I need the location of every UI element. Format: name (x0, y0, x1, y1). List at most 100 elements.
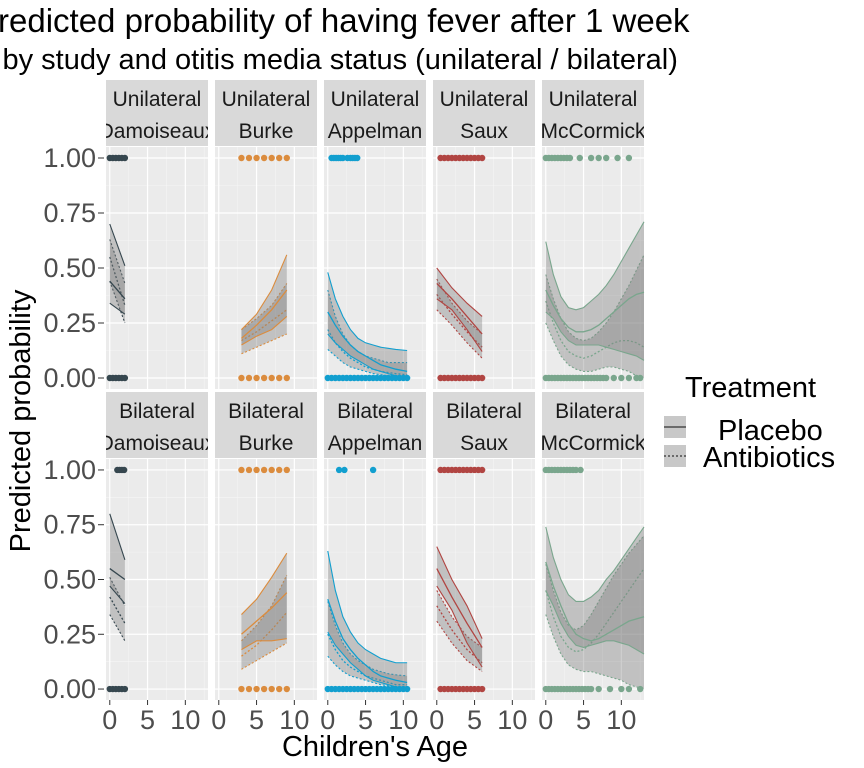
panel-bilateral-damoiseaux: Bilateral Damoiseaux (99, 392, 216, 700)
outcome-point-0 (606, 685, 614, 693)
outcome-point-1 (614, 154, 621, 162)
outcome-point-0 (238, 685, 245, 693)
strip-label-study: McCormick (541, 120, 646, 143)
x-tick-label: 10 (606, 705, 636, 735)
placebo-upper-bound (436, 546, 483, 639)
outcome-point-1 (339, 154, 347, 162)
strip-background (433, 80, 535, 146)
strip-label-status: Unilateral (113, 88, 202, 111)
outcome-point-0 (245, 374, 253, 382)
strip-background (215, 80, 317, 146)
legend-label-antibiotics: Antibiotics (703, 442, 835, 474)
strip-label-study: Damoiseaux (99, 432, 216, 455)
x-tick-label: 0 (211, 705, 226, 735)
placebo-upper-bound (241, 254, 288, 330)
antibiotics-upper-bound (241, 283, 288, 331)
outcome-point-1 (283, 154, 290, 162)
outcome-point-1 (478, 466, 486, 474)
outcome-point-1 (335, 466, 343, 474)
placebo-lower-bound (545, 590, 645, 655)
outcome-point-1 (283, 466, 290, 474)
outcome-point-0 (603, 374, 610, 382)
panel-unilateral-appelman: Unilateral Appelman (324, 80, 426, 389)
y-tick-label: 0.00 (43, 363, 96, 393)
y-tick-label: 0.25 (43, 619, 96, 649)
strip-background (106, 80, 208, 146)
outcome-point-1 (253, 466, 260, 474)
strip-label-status: Bilateral (119, 400, 195, 423)
placebo-upper-bound (327, 550, 408, 664)
y-axis-title: Predicted probability (5, 289, 37, 552)
placebo-upper-bound (545, 221, 645, 311)
placebo-fit-line (545, 561, 645, 642)
outcome-point-0 (253, 685, 260, 693)
placebo-fit-line (109, 280, 126, 300)
antibiotics-ribbon (241, 283, 287, 354)
legend-title: Treatment (685, 372, 816, 404)
y-tick-label: 0.50 (43, 253, 96, 283)
legend-key-antibiotics (664, 445, 686, 467)
outcome-point-0 (478, 685, 486, 693)
outcome-point-0 (268, 374, 275, 382)
outcome-point-0 (625, 374, 633, 382)
outcome-point-1 (120, 466, 128, 474)
antibiotics-lower-bound (241, 333, 287, 355)
outcome-point-0 (618, 685, 625, 693)
placebo-lower-bound (436, 585, 483, 668)
antibiotics-lower-bound (545, 614, 645, 690)
strip-label-study: Saux (460, 120, 508, 143)
facet-panels: Unilateral Damoiseaux Unilateral Burke Unila… (99, 80, 646, 700)
outcome-point-0 (403, 685, 411, 693)
placebo-upper-bound (109, 223, 126, 266)
outcome-point-1 (121, 154, 129, 162)
outcome-point-1 (625, 154, 633, 162)
y-tick-label: 1.00 (43, 143, 96, 173)
strip-label-status: Unilateral (440, 88, 529, 111)
antibiotics-ribbon (545, 535, 644, 690)
placebo-lower-bound (109, 585, 126, 604)
placebo-upper-bound (436, 267, 483, 317)
panel-bilateral-burke: Bilateral Burke (215, 392, 317, 700)
strip-background (433, 392, 535, 458)
strip-background (215, 392, 317, 458)
placebo-lower-bound (545, 311, 645, 361)
antibiotics-lower-bound (241, 642, 288, 670)
panel-bilateral-mccormick: Bilateral McCormick (542, 392, 645, 700)
placebo-fit-line (327, 599, 408, 684)
outcome-point-1 (566, 154, 574, 162)
antibiotics-upper-bound (436, 590, 483, 648)
strip-label-status: Unilateral (549, 88, 638, 111)
outcome-point-0 (595, 685, 602, 693)
placebo-upper-bound (109, 513, 126, 560)
x-tick-label: 0 (429, 705, 444, 735)
outcome-point-0 (121, 685, 129, 693)
outcome-point-0 (637, 374, 644, 382)
outcome-point-1 (276, 154, 283, 162)
outcome-point-1 (478, 154, 486, 162)
y-axis-ticks: 0.00 0.25 0.50 0.75 1.00 0.00 0.25 0.50 0.75 1.00 (43, 143, 104, 704)
antibiotics-upper-bound (327, 289, 408, 364)
strip-label-study: Saux (460, 432, 508, 455)
x-tick-label: 0 (538, 705, 553, 735)
x-tick-label: 5 (576, 705, 591, 735)
outcome-point-1 (587, 154, 595, 162)
placebo-upper-bound (545, 526, 645, 602)
placebo-fit-line (241, 289, 288, 339)
placebo-ribbon (109, 513, 125, 604)
outcome-point-0 (245, 685, 253, 693)
placebo-fit-line (327, 311, 408, 373)
placebo-fit-line (241, 592, 288, 635)
outcome-point-1 (238, 154, 245, 162)
chart-subtitle: Stratified by study and otitis media sta… (0, 44, 678, 76)
outcome-point-1 (341, 466, 348, 474)
placebo-lower-bound (241, 315, 288, 346)
antibiotics-lower-bound (109, 281, 126, 324)
placebo-fit-line (545, 289, 645, 333)
placebo-ribbon (109, 224, 125, 315)
antibiotics-upper-bound (241, 574, 288, 642)
strip-label-study: Burke (239, 120, 294, 143)
placebo-fit-line (436, 568, 483, 648)
x-tick-label: 0 (102, 705, 117, 735)
placebo-upper-bound (327, 272, 408, 352)
